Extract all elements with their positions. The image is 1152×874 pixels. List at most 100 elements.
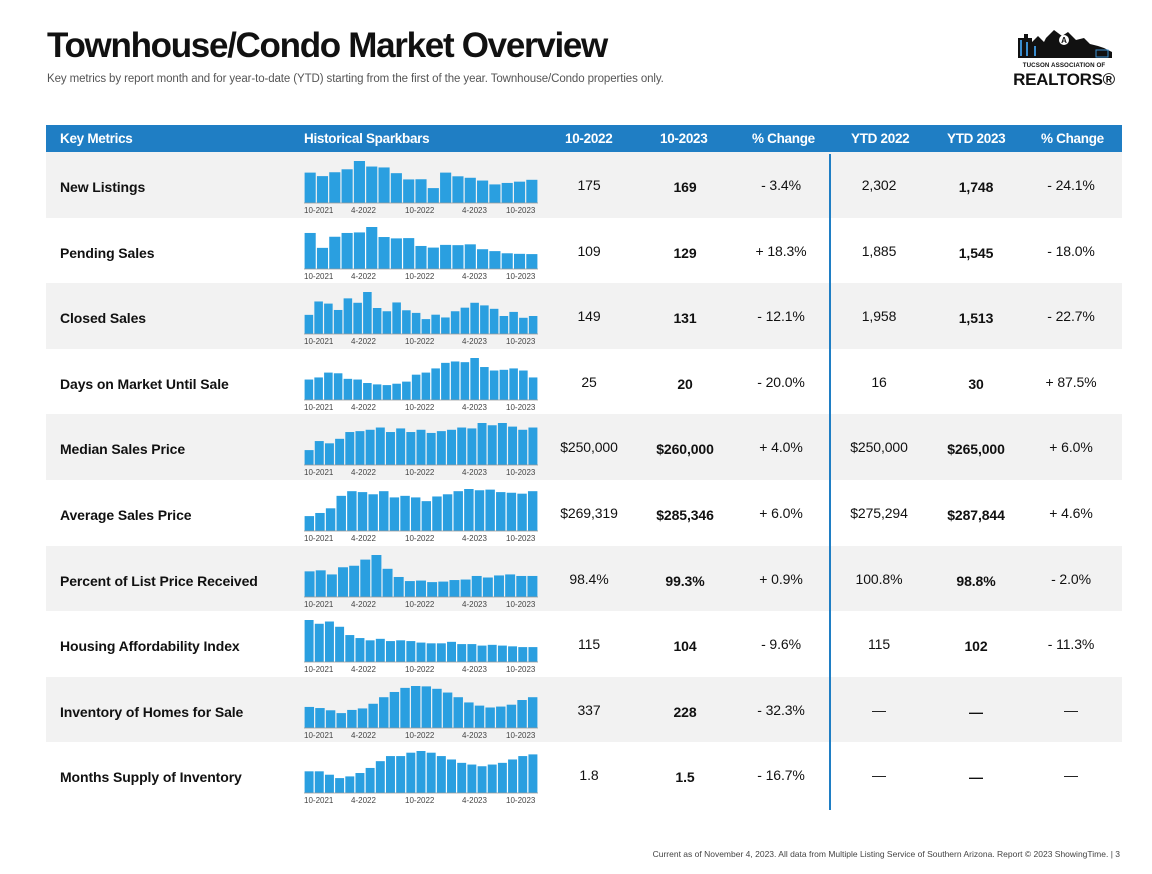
value-pct-change-month: - 9.6% [761, 636, 801, 653]
sparkbar [304, 379, 314, 400]
value-pct-change-ytd: + 87.5% [1045, 373, 1097, 390]
value-ytd-curr: — [969, 703, 983, 720]
sparkbar [406, 641, 416, 663]
sparkbar [333, 310, 343, 335]
sparkbar [496, 492, 506, 531]
sparkbar [325, 508, 336, 531]
sparkbar-tick-label: 4-2023 [462, 206, 487, 215]
sparkbar [366, 166, 378, 203]
sparkbar-tick-label: 4-2023 [462, 272, 487, 281]
sparkbar [304, 620, 314, 663]
sparkbar [457, 644, 467, 663]
metric-name: Housing Affordability Index [60, 638, 240, 655]
table-row: Months Supply of Inventory 1.8 1.5 - 16.7% —… [46, 742, 1122, 808]
sparkbar-tick-label: 4-2022 [351, 534, 376, 543]
sparkbar [347, 491, 357, 531]
value-ytd-prev: — [872, 701, 886, 718]
sparkbar [485, 489, 495, 531]
sparkbar [335, 778, 345, 794]
sparkbar [375, 638, 385, 663]
sparkbar [496, 706, 506, 728]
value-month-curr: 131 [673, 310, 697, 327]
sparkbar [304, 450, 314, 466]
sparkbar [467, 644, 477, 663]
sparkbar [341, 169, 353, 203]
sparkbar [304, 315, 314, 335]
sparkbar [304, 172, 316, 203]
sparkbar [404, 580, 415, 597]
sparkbar [470, 357, 479, 400]
sparkbar [343, 378, 353, 400]
value-month-prev: 109 [577, 242, 601, 259]
value-month-curr: 99.3% [665, 572, 705, 589]
sparkbar-tick-label: 4-2022 [351, 665, 376, 674]
sparkbar [487, 644, 497, 663]
sparkbar [460, 307, 470, 335]
value-month-curr: 1.5 [675, 769, 695, 786]
page-subtitle: Key metrics by report month and for year… [47, 73, 664, 85]
value-pct-change-month: - 3.4% [761, 177, 801, 193]
sparkbar [410, 685, 421, 728]
sparkbar [335, 439, 345, 466]
value-ytd-prev: 2,302 [861, 177, 897, 193]
sparkbar-tick-label: 4-2022 [351, 731, 376, 740]
metrics-table: Key Metrics Historical Sparkbars 10-2022… [46, 125, 1122, 808]
table-row: Pending Sales 109 129 + 18.3% 1,885 1,545 - 18… [46, 218, 1122, 284]
sparkbar [421, 319, 431, 335]
sparkbar-tick-label: 10-2022 [405, 468, 435, 477]
sparkbar [508, 426, 518, 466]
value-month-curr: $285,346 [656, 506, 714, 523]
sparkbar [447, 759, 456, 794]
sparkbar-tick-label: 4-2023 [462, 796, 487, 805]
value-ytd-prev: $275,294 [850, 504, 908, 521]
sparkbar-tick-label: 4-2023 [462, 731, 487, 740]
sparkbar [336, 495, 346, 531]
sparkbar [341, 232, 353, 269]
sparkbar-tick-label: 10-2023 [506, 796, 536, 805]
sparkbar [372, 308, 382, 335]
sparkbar [382, 311, 392, 335]
sparkbar [457, 427, 467, 466]
sparkbar [470, 302, 479, 335]
sparkbar [527, 696, 538, 728]
sparkbar [442, 692, 453, 728]
sparkbar-tick-label: 10-2021 [304, 206, 334, 215]
sparkbar [453, 696, 463, 728]
sparkbar [355, 431, 365, 466]
sparkbar [355, 638, 365, 663]
sparkbar [489, 308, 499, 335]
value-month-prev: 175 [577, 177, 601, 193]
sparkbar [519, 317, 528, 335]
sparkbar [517, 493, 527, 531]
value-pct-change-month: - 16.7% [757, 767, 805, 784]
sparkbar-tick-label: 10-2021 [304, 468, 334, 477]
sparkbar [506, 492, 517, 531]
sparkbar [357, 492, 368, 531]
sparkbar [482, 577, 493, 597]
metric-name: Median Sales Price [60, 441, 186, 458]
sparkbar-tick-label: 10-2021 [304, 600, 334, 609]
sparkbar [365, 640, 375, 663]
sparkbar [485, 707, 495, 728]
sparkbar [325, 710, 336, 728]
sparkbar-tick-label: 10-2023 [506, 206, 536, 215]
sparkbar [410, 497, 421, 531]
sparkbar [324, 621, 334, 663]
table-row: New Listings 175 169 - 3.4% 2,302 1,748 - 24.1… [46, 152, 1122, 218]
sparkbar [421, 501, 432, 531]
sparkbar [487, 425, 497, 466]
metric-name: Pending Sales [60, 244, 155, 261]
sparkbar [506, 704, 517, 728]
sparkbar [393, 576, 404, 597]
value-pct-change-ytd: - 18.0% [1047, 242, 1095, 259]
sparkbar [378, 167, 390, 203]
sparkbar [349, 565, 360, 597]
value-month-curr: 169 [673, 179, 697, 195]
sparkbar [427, 247, 439, 269]
sparkbar [396, 640, 406, 663]
sparkbar [427, 188, 439, 203]
sparkbar [449, 579, 460, 597]
sparkbar [527, 491, 538, 531]
logo-text-realtors: REALTORS® [1013, 70, 1115, 89]
table-row: Average Sales Price $269,319 $285,346 + 6.0… [46, 480, 1122, 546]
